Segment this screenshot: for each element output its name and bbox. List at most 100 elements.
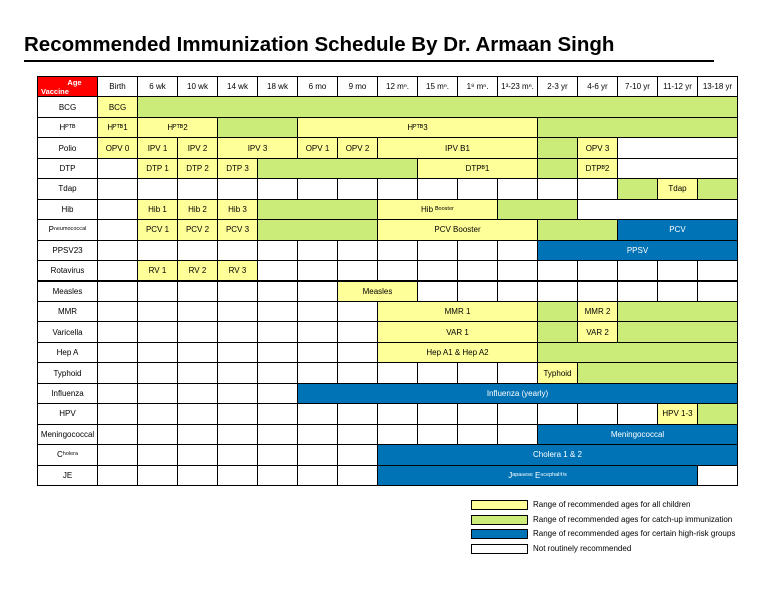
age-header-label: Age	[67, 77, 82, 87]
schedule-cell	[457, 239, 498, 262]
age-column-header: 2-3 yr	[537, 76, 578, 98]
schedule-cell	[137, 239, 178, 262]
schedule-cell: PCV 1	[137, 219, 178, 241]
schedule-cell: Hib 1	[137, 198, 178, 221]
schedule-cell	[417, 423, 458, 446]
schedule-cell	[137, 362, 178, 384]
schedule-cell	[337, 444, 378, 466]
schedule-cell	[177, 280, 218, 302]
vaccine-name: Meningococcal	[37, 423, 98, 446]
schedule-cell	[297, 260, 338, 282]
schedule-cell	[297, 280, 338, 302]
schedule-cell	[377, 178, 418, 200]
schedule-cell	[297, 464, 338, 486]
schedule-cell	[297, 321, 338, 343]
schedule-cell	[417, 260, 458, 282]
schedule-cell	[497, 239, 538, 262]
schedule-cell	[97, 198, 138, 221]
schedule-cell: Hep A1 & Hep A2	[377, 341, 538, 364]
schedule-cell: IPV 2	[177, 137, 218, 159]
schedule-cell	[537, 178, 578, 200]
age-column-header: 10 wk	[177, 76, 218, 98]
schedule-cell	[497, 198, 578, 221]
age-column-header: 15 mⁿ.	[417, 76, 458, 98]
schedule-cell: BCG	[97, 96, 138, 118]
schedule-cell	[617, 137, 738, 159]
schedule-cell	[537, 219, 618, 241]
schedule-cell	[97, 260, 138, 282]
schedule-cell	[177, 178, 218, 200]
age-column-header: 12 mⁿ.	[377, 76, 418, 98]
schedule-cell: MMR 2	[577, 300, 618, 323]
vaccine-name: Typhoid	[37, 362, 98, 384]
vaccine-name: Pⁿᵉᵘᵐᵒᶜᵒᶜᶜᵃˡ	[37, 219, 98, 241]
schedule-cell	[697, 178, 738, 200]
schedule-cell	[377, 403, 418, 425]
schedule-cell: OPV 2	[337, 137, 378, 159]
schedule-cell	[137, 341, 178, 364]
schedule-cell	[97, 423, 138, 446]
page-title: Recommended Immunization Schedule By Dr.…	[24, 33, 615, 56]
schedule-cell	[697, 464, 738, 486]
schedule-cell	[97, 464, 138, 486]
schedule-cell	[137, 403, 178, 425]
schedule-cell	[297, 362, 338, 384]
schedule-cell	[497, 423, 538, 446]
schedule-cell	[497, 260, 538, 282]
vaccine-name: JE	[37, 464, 98, 486]
schedule-cell	[337, 260, 378, 282]
title-underline	[24, 60, 714, 62]
schedule-cell	[257, 382, 298, 405]
age-column-header: 6 mo	[297, 76, 338, 98]
schedule-cell	[457, 178, 498, 200]
schedule-cell: DTP 3	[217, 157, 258, 180]
vaccine-name: Measles	[37, 280, 98, 302]
legend-swatch	[471, 500, 528, 510]
schedule-cell	[137, 444, 178, 466]
schedule-cell	[457, 423, 498, 446]
schedule-cell	[97, 362, 138, 384]
schedule-cell: Hib 3	[217, 198, 258, 221]
schedule-cell: DTPᴮ1	[417, 157, 538, 180]
schedule-cell	[217, 280, 258, 302]
schedule-cell: OPV 0	[97, 137, 138, 159]
vaccine-name: Hib	[37, 198, 98, 221]
schedule-cell	[617, 178, 658, 200]
schedule-cell: PCV Booster	[377, 219, 538, 241]
schedule-cell	[377, 239, 418, 262]
schedule-cell	[537, 116, 738, 139]
schedule-cell	[217, 116, 298, 139]
schedule-cell	[217, 464, 258, 486]
schedule-cell: IPV 3	[217, 137, 298, 159]
schedule-cell	[697, 280, 738, 302]
legend-label: Range of recommended ages for certain hi…	[533, 529, 736, 539]
schedule-cell	[97, 382, 138, 405]
legend-label: Range of recommended ages for catch-up i…	[533, 514, 733, 524]
schedule-cell	[457, 260, 498, 282]
schedule-cell	[617, 403, 658, 425]
legend-swatch	[471, 514, 528, 525]
schedule-cell	[537, 300, 578, 323]
vaccine-name: Rotavirus	[37, 260, 98, 282]
schedule-cell	[297, 403, 338, 425]
legend-label: Not routinely recommended	[533, 543, 632, 553]
schedule-cell	[257, 178, 298, 200]
schedule-cell	[217, 423, 258, 446]
schedule-cell	[337, 239, 378, 262]
schedule-cell	[217, 403, 258, 425]
vaccine-name: MMR	[37, 300, 98, 323]
schedule-cell	[177, 403, 218, 425]
schedule-cell	[297, 178, 338, 200]
schedule-cell	[97, 321, 138, 343]
age-column-header: 1⁸ mⁿ.	[457, 76, 498, 98]
schedule-cell	[697, 260, 738, 282]
legend-swatch	[471, 543, 528, 554]
schedule-cell	[497, 362, 538, 384]
schedule-cell	[137, 321, 178, 343]
schedule-cell	[257, 362, 298, 384]
schedule-cell	[257, 341, 298, 364]
schedule-cell: Cholera 1 & 2	[377, 444, 738, 466]
schedule-cell: DTP 1	[137, 157, 178, 180]
schedule-cell	[137, 178, 178, 200]
schedule-cell	[257, 260, 298, 282]
